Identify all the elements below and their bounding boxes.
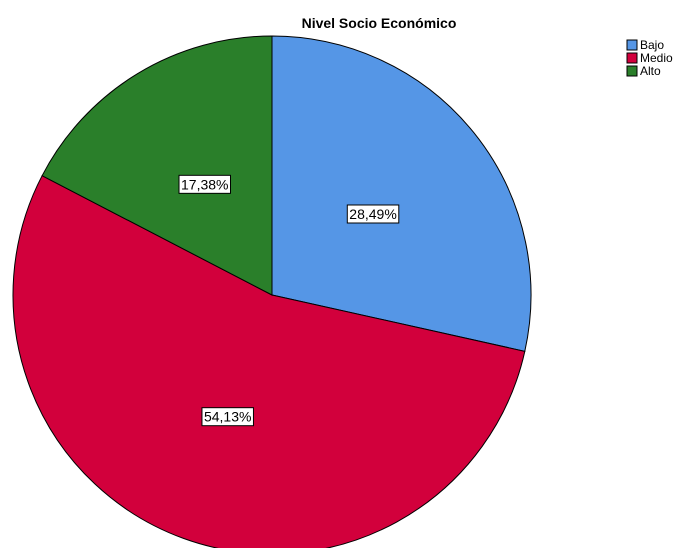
- slice-bajo: [271, 35, 532, 352]
- data-label-text: 54,13%: [204, 409, 251, 425]
- data-label-box: [178, 174, 231, 194]
- data-label-box: [346, 204, 400, 224]
- data-label-text: 17,38%: [181, 176, 228, 192]
- slice-alto: [41, 35, 273, 296]
- data-label-bajo: 28,49%: [346, 204, 400, 224]
- legend-swatch: [626, 65, 638, 77]
- data-label-box: [201, 407, 254, 427]
- data-labels: 28,49% 54,13% 17,38%: [178, 174, 400, 427]
- pie-slices: [12, 35, 532, 548]
- legend-item-medio: Medio: [626, 51, 673, 65]
- data-label-medio: 54,13%: [201, 407, 254, 427]
- legend-swatch: [626, 52, 638, 64]
- legend-swatch: [626, 39, 638, 51]
- data-label-text: 28,49%: [349, 206, 396, 222]
- legend-item-alto: Alto: [626, 64, 661, 78]
- legend-label: Medio: [640, 51, 673, 65]
- chart-title: Nivel Socio Económico: [302, 15, 457, 31]
- slice-medio: [12, 175, 526, 548]
- legend-label: Bajo: [640, 38, 664, 52]
- legend-label: Alto: [640, 64, 661, 78]
- data-label-alto: 17,38%: [178, 174, 231, 194]
- legend-item-bajo: Bajo: [626, 38, 664, 52]
